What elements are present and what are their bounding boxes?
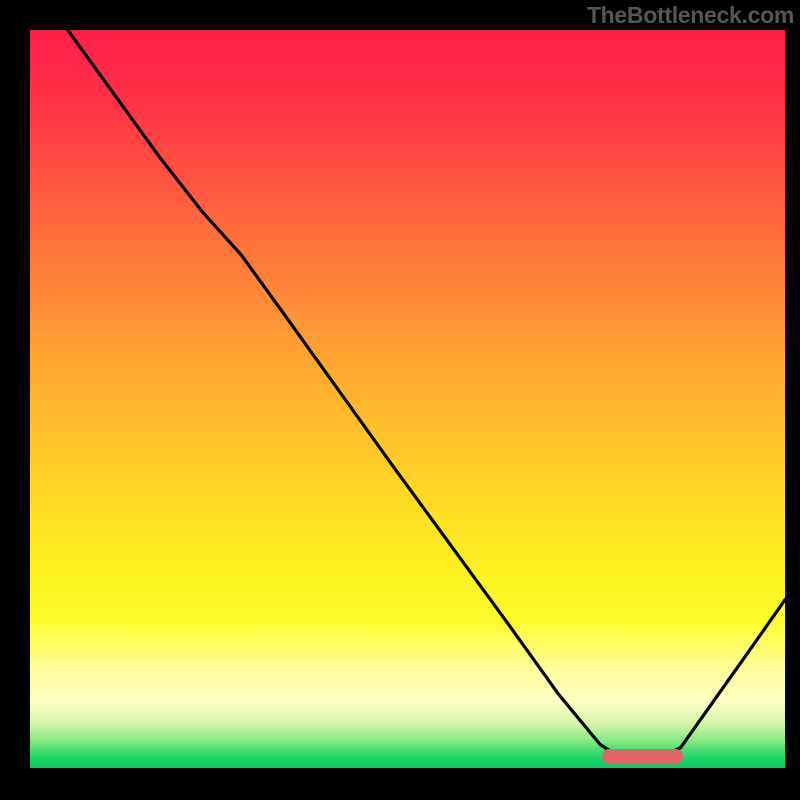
bottleneck-curve: [30, 30, 785, 768]
watermark-text: TheBottleneck.com: [587, 2, 794, 29]
optimal-range-bar: [602, 749, 684, 763]
bottleneck-chart: TheBottleneck.com: [0, 0, 800, 800]
plot-area: [30, 30, 785, 768]
